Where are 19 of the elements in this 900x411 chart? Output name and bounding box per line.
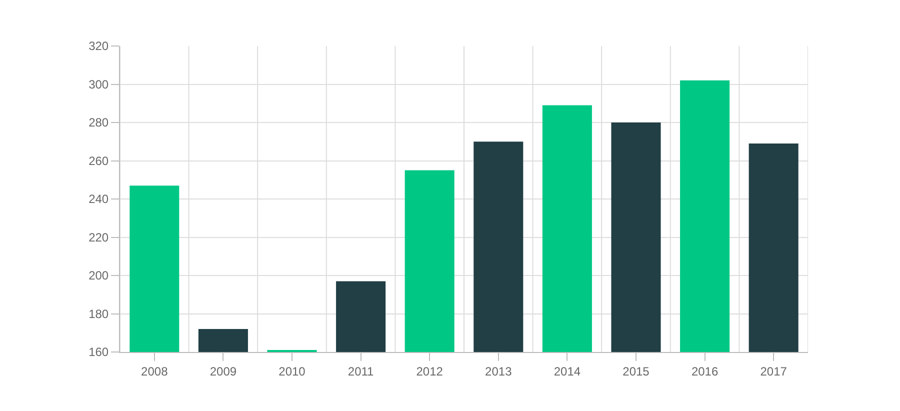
y-tick-label: 180 (88, 306, 109, 321)
x-tick-label: 2014 (554, 364, 581, 378)
y-tick-label: 200 (88, 268, 109, 283)
x-tick-label: 2011 (348, 364, 374, 378)
x-tick-label: 2010 (278, 364, 306, 378)
x-tick-label: 2009 (210, 364, 237, 378)
y-tick-label: 260 (88, 154, 109, 168)
x-tick-label: 2016 (691, 364, 718, 378)
y-tick-label: 320 (88, 39, 109, 54)
y-tick-label: 300 (88, 77, 109, 92)
x-tick-label: 2013 (485, 364, 512, 378)
x-tick-label: 2012 (416, 364, 444, 378)
y-tick-label: 280 (88, 116, 109, 130)
x-tick-label: 2015 (622, 364, 650, 378)
y-tick-label: 240 (88, 192, 109, 206)
x-tick-label: 2008 (141, 364, 168, 378)
y-tick-label: 160 (88, 345, 109, 360)
y-tick-label: 220 (88, 230, 109, 244)
x-tick-label: 2017 (760, 364, 788, 378)
